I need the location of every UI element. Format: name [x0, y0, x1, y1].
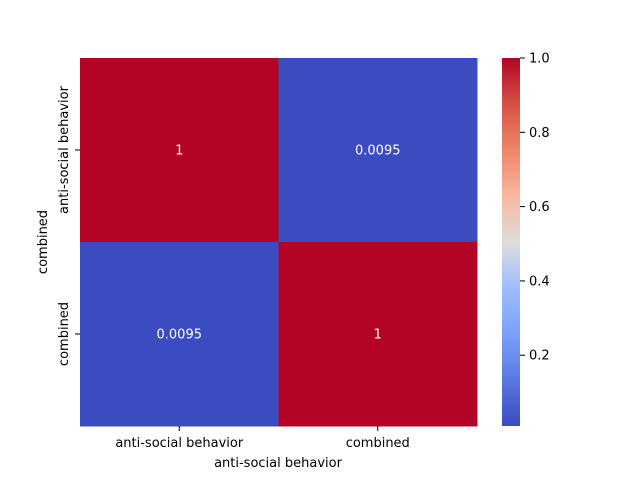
y-axis-label: combined	[36, 210, 51, 274]
cell-labels: 1 0.0095 0.0095 1	[157, 144, 401, 343]
y-axis-ticks: anti-social behavior combined	[57, 85, 80, 366]
y-tick-label: anti-social behavior	[57, 85, 72, 214]
cell-value-label: 0.0095	[157, 328, 203, 343]
heatmap-cell	[80, 58, 279, 243]
colorbar-tick-label: 0.8	[529, 126, 550, 141]
heatmap-cells	[80, 58, 478, 427]
colorbar-ticks: 0.2 0.4 0.6 0.8 1.0	[520, 52, 550, 364]
x-axis-ticks: anti-social behavior combined	[115, 426, 410, 451]
colorbar	[502, 58, 520, 426]
x-tick-label: anti-social behavior	[115, 436, 244, 451]
heatmap-cell	[278, 58, 478, 243]
heatmap-cell	[278, 242, 478, 427]
x-tick-label: combined	[346, 436, 410, 451]
heatmap-cell	[80, 242, 279, 427]
colorbar-tick-label: 0.4	[529, 274, 550, 289]
cell-value-label: 1	[175, 144, 183, 159]
colorbar-tick-label: 0.2	[529, 349, 550, 364]
x-axis-label: anti-social behavior	[214, 456, 343, 471]
y-tick-label: combined	[57, 302, 72, 366]
cell-value-label: 0.0095	[355, 144, 401, 159]
cell-value-label: 1	[374, 328, 382, 343]
colorbar-tick-label: 0.6	[529, 200, 550, 215]
colorbar-tick-label: 1.0	[529, 52, 550, 67]
